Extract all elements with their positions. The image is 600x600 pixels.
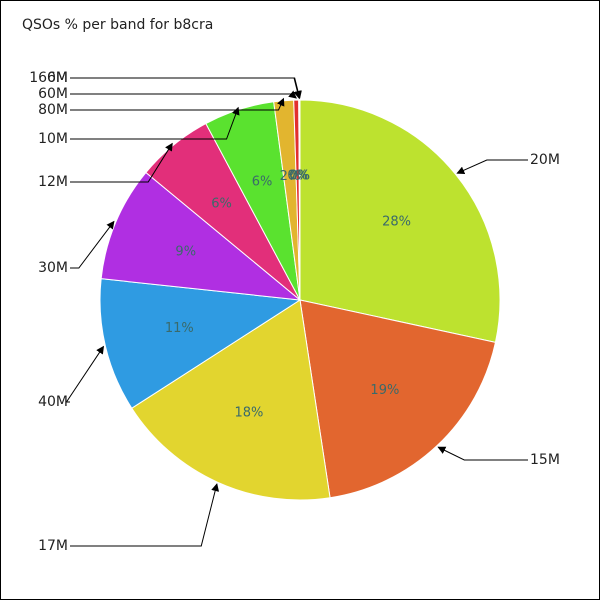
value-label: 28% — [382, 215, 411, 230]
pie-slice — [298, 99, 301, 301]
leader-line — [70, 142, 173, 183]
leader-line — [65, 345, 104, 403]
value-label: 19% — [370, 383, 399, 398]
leader-line — [456, 159, 528, 175]
pie-slice — [299, 299, 497, 499]
value-label: 0% — [287, 169, 308, 184]
category-label: 30M — [38, 260, 68, 276]
category-label: 15M — [530, 452, 560, 468]
category-label: 60M — [38, 86, 68, 102]
category-label: 12M — [38, 174, 68, 190]
value-label: 11% — [165, 321, 194, 336]
leader-line — [70, 77, 302, 99]
category-label: 40M — [38, 394, 68, 410]
leader-line — [70, 220, 115, 269]
value-label: 6% — [252, 174, 273, 189]
leader-line — [437, 446, 528, 461]
value-label: 9% — [175, 244, 196, 259]
pie-slice — [131, 299, 331, 501]
pie-slice — [100, 171, 302, 301]
pie-slice — [99, 278, 302, 409]
category-label: 17M — [38, 538, 68, 554]
category-label: 20M — [530, 152, 560, 168]
leader-line — [70, 97, 285, 111]
value-label: 0% — [289, 169, 310, 184]
value-label: 6% — [211, 196, 232, 211]
value-label: 2% — [280, 169, 301, 184]
leader-line — [70, 483, 220, 547]
value-label: 0% — [289, 169, 310, 184]
chart-title: QSOs % per band for b8cra — [22, 17, 213, 33]
leader-line — [70, 106, 240, 140]
value-label: 18% — [235, 406, 264, 421]
pie-slice — [299, 99, 501, 343]
category-label: 80M — [38, 102, 68, 118]
category-label: 10M — [38, 131, 68, 147]
category-label: 160M — [29, 70, 68, 86]
category-label: 6M — [47, 70, 68, 86]
